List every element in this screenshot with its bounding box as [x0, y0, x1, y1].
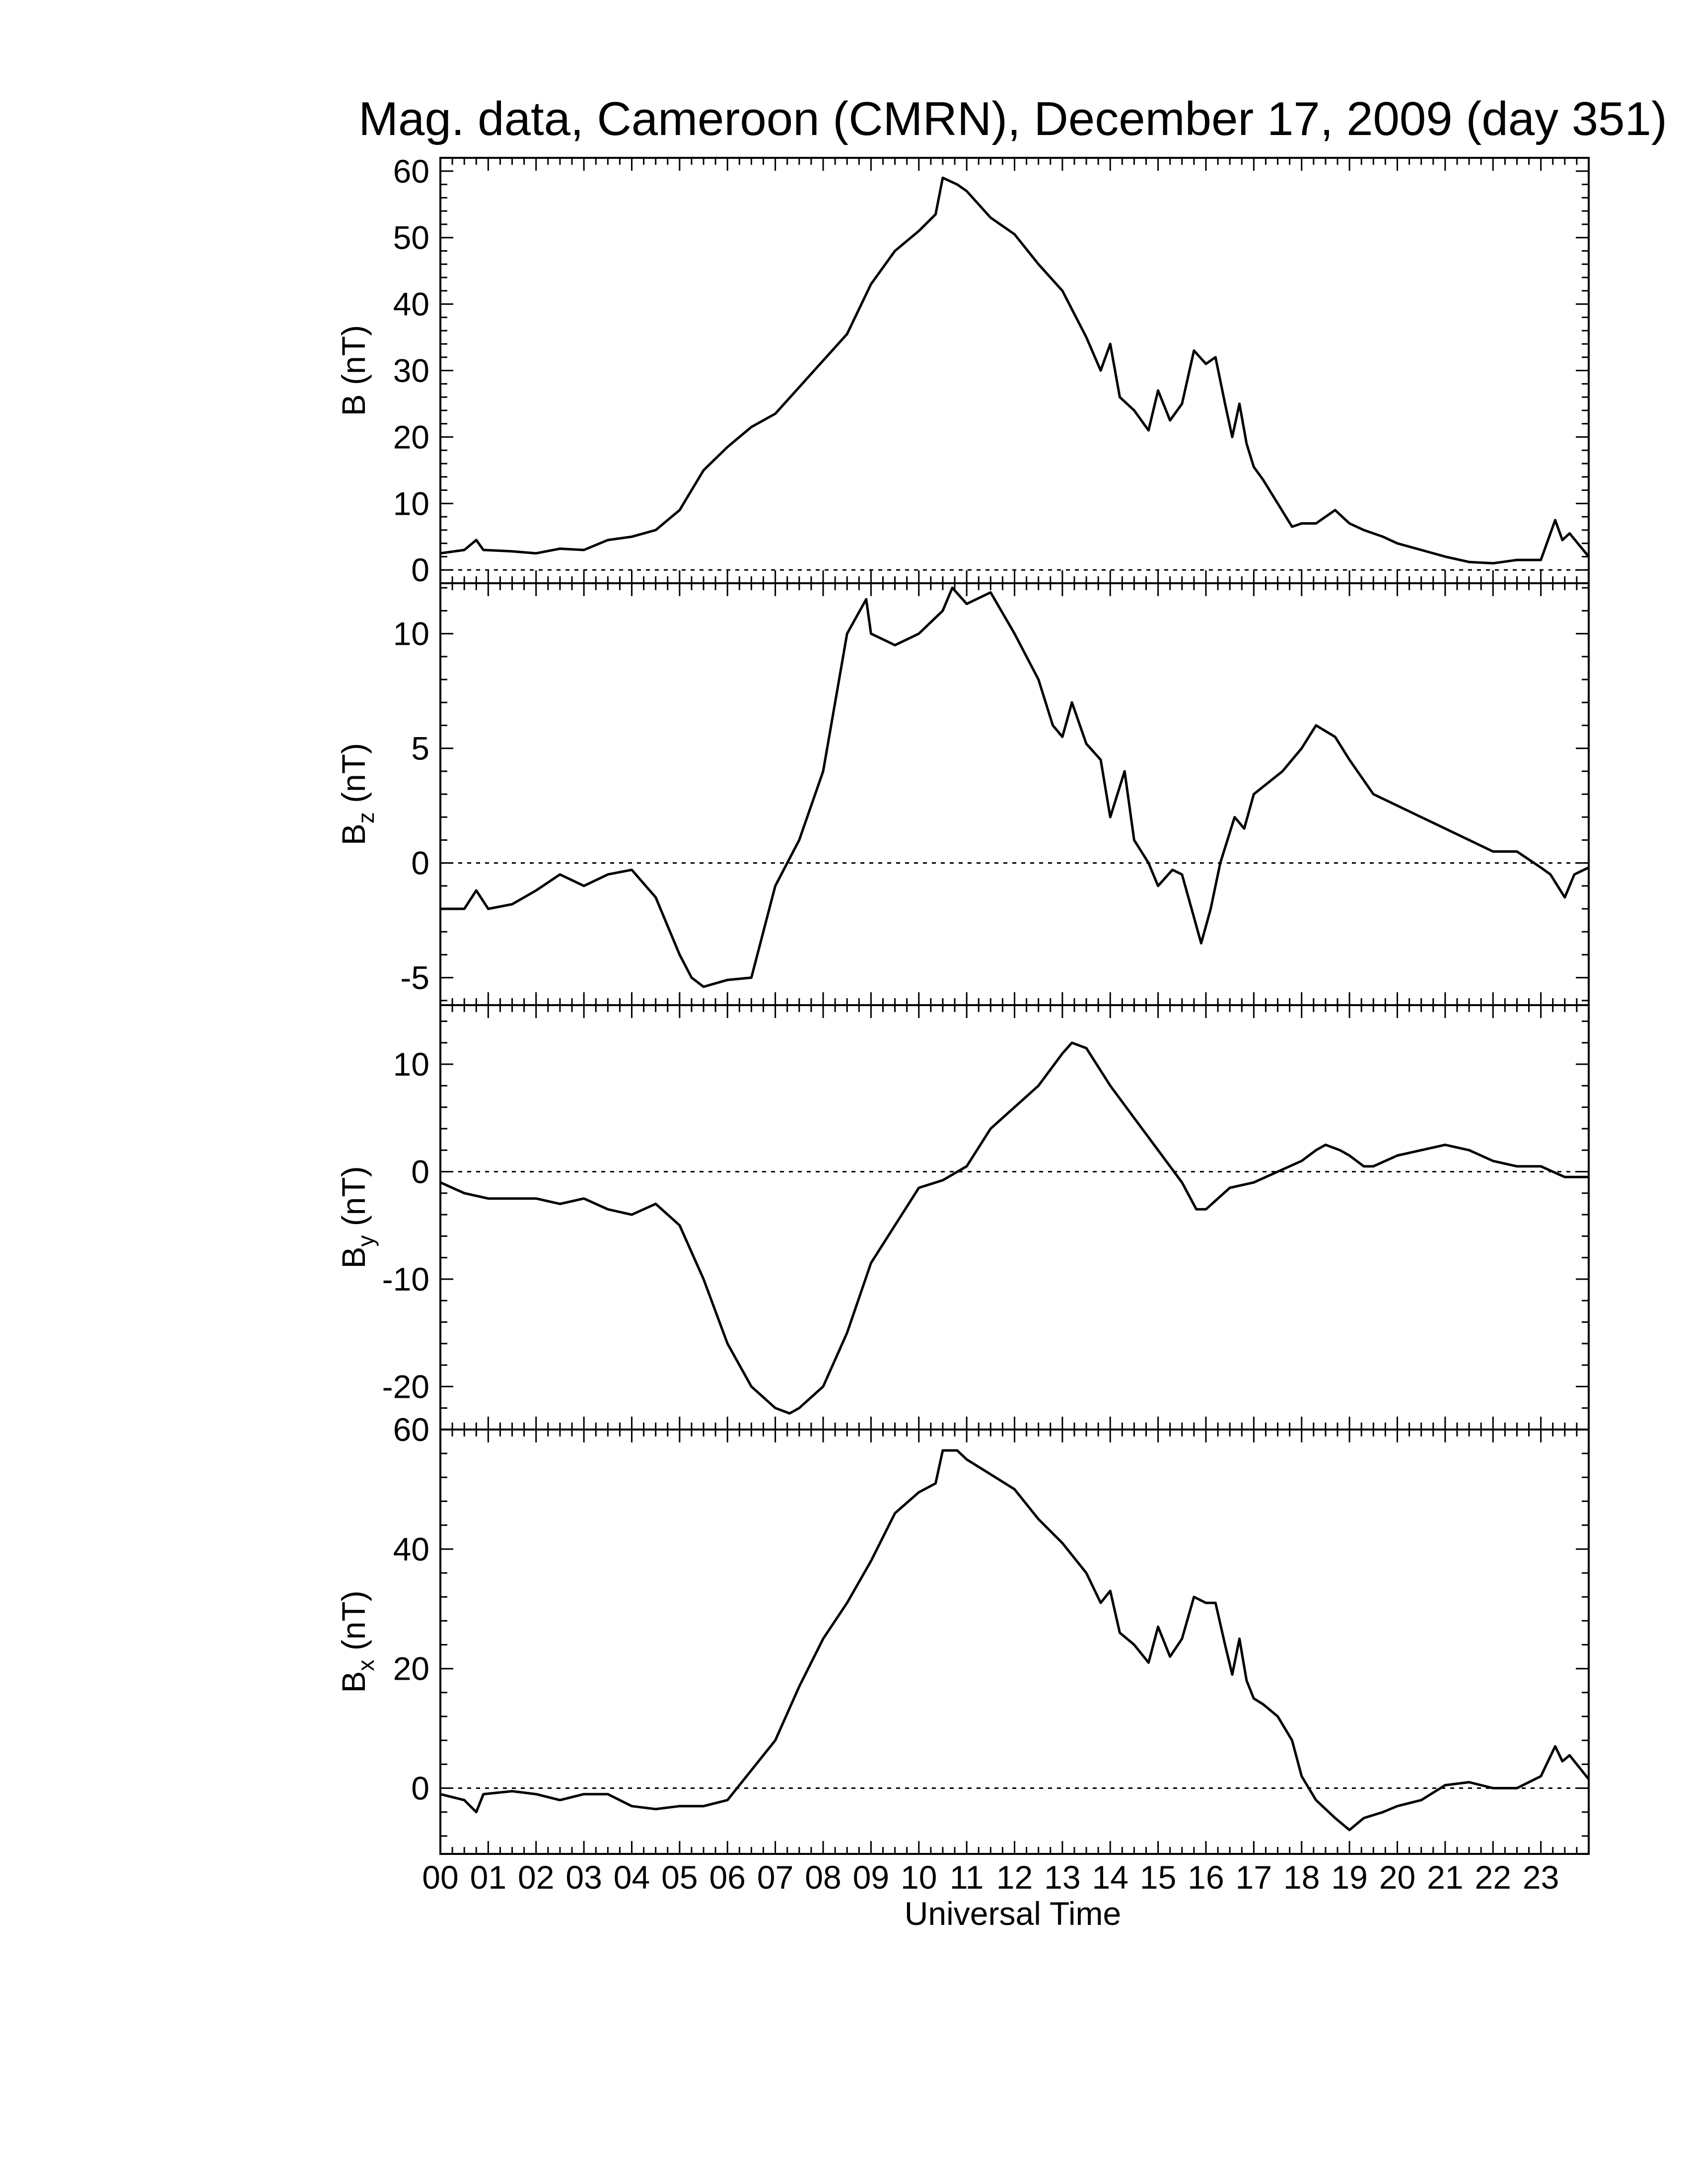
y-tick-label: 60 — [393, 1411, 429, 1448]
y-tick-label: -5 — [400, 959, 429, 996]
y-tick-label: 20 — [393, 1650, 429, 1687]
x-tick-label: 16 — [1188, 1859, 1224, 1896]
y-tick-label: 10 — [393, 485, 429, 522]
y-tick-label: 0 — [411, 845, 429, 882]
x-tick-label: 04 — [614, 1859, 650, 1896]
y-axis-label-Bz: Bz (nT) — [335, 743, 379, 845]
x-tick-label: 05 — [661, 1859, 698, 1896]
x-tick-label: 10 — [901, 1859, 937, 1896]
y-tick-label: 40 — [393, 286, 429, 323]
x-tick-label: 20 — [1379, 1859, 1415, 1896]
x-tick-label: 03 — [565, 1859, 602, 1896]
x-tick-label: 22 — [1475, 1859, 1511, 1896]
x-tick-label: 17 — [1236, 1859, 1272, 1896]
panel-By: -20 -10 0 10 By (nT) — [335, 1004, 1590, 1431]
x-tick-label: 21 — [1427, 1859, 1463, 1896]
x-tick-label: 11 — [950, 1859, 984, 1896]
y-tick-label: 10 — [393, 615, 429, 652]
panel-B: 0 10 20 30 40 50 60 B (nT) — [335, 153, 1590, 588]
y-tick-label: -10 — [382, 1261, 429, 1297]
y-tick-label: 5 — [411, 730, 429, 767]
series-line-Bz — [440, 586, 1590, 988]
y-axis-label-By: By (nT) — [335, 1166, 379, 1268]
y-tick-label: -20 — [382, 1368, 429, 1405]
y-tick-label: 0 — [411, 1770, 429, 1807]
x-tick-label: 06 — [709, 1859, 746, 1896]
x-axis-label: Universal Time — [905, 1895, 1121, 1932]
panel-Bz: -5 0 5 10 Bz (nT) — [335, 582, 1590, 1006]
x-tick-label: 23 — [1523, 1859, 1559, 1896]
y-tick-label: 0 — [411, 1154, 429, 1190]
x-tick-label: 02 — [518, 1859, 554, 1896]
x-axis: 00 01 02 03 04 05 06 07 08 09 10 11 12 13 14 15 16 17 18 19… — [422, 1859, 1559, 1896]
x-tick-label: 07 — [757, 1859, 793, 1896]
x-tick-label: 18 — [1283, 1859, 1320, 1896]
panel-Bx: 0 20 40 60 Bx (nT) — [335, 1411, 1590, 1855]
y-tick-label: 20 — [393, 418, 429, 455]
y-tick-label: 60 — [393, 153, 429, 190]
chart-title: Mag. data, Cameroon (CMRN), December 17,… — [358, 92, 1667, 145]
y-tick-label: 40 — [393, 1531, 429, 1568]
x-tick-label: 14 — [1092, 1859, 1128, 1896]
panel-frame-B — [439, 157, 1590, 584]
y-tick-label: 30 — [393, 352, 429, 389]
series-line-B — [440, 176, 1590, 565]
x-tick-label: 15 — [1140, 1859, 1176, 1896]
y-tick-label: 10 — [393, 1046, 429, 1083]
x-tick-label: 01 — [470, 1859, 506, 1896]
x-tick-label: 09 — [853, 1859, 889, 1896]
x-tick-label: 19 — [1331, 1859, 1367, 1896]
series-line-Bx — [440, 1449, 1590, 1832]
series-line-By — [439, 1041, 1589, 1415]
panel-frame-Bx — [439, 1429, 1590, 1855]
panel-frame-Bz — [439, 582, 1590, 1006]
panel-frame-By — [439, 1004, 1590, 1431]
panels-group: 0 10 20 30 40 50 60 B (nT) -5 0 5 10 Bz (nT) -20 -10 0 1… — [335, 153, 1590, 1855]
x-tick-label: 00 — [422, 1859, 458, 1896]
y-tick-label: 0 — [411, 551, 429, 588]
x-tick-label: 08 — [805, 1859, 841, 1896]
y-tick-label: 50 — [393, 219, 429, 256]
x-tick-label: 13 — [1044, 1859, 1080, 1896]
y-axis-label-Bx: Bx (nT) — [335, 1590, 379, 1693]
x-tick-label: 12 — [996, 1859, 1033, 1896]
y-axis-label-B: B (nT) — [335, 325, 372, 416]
